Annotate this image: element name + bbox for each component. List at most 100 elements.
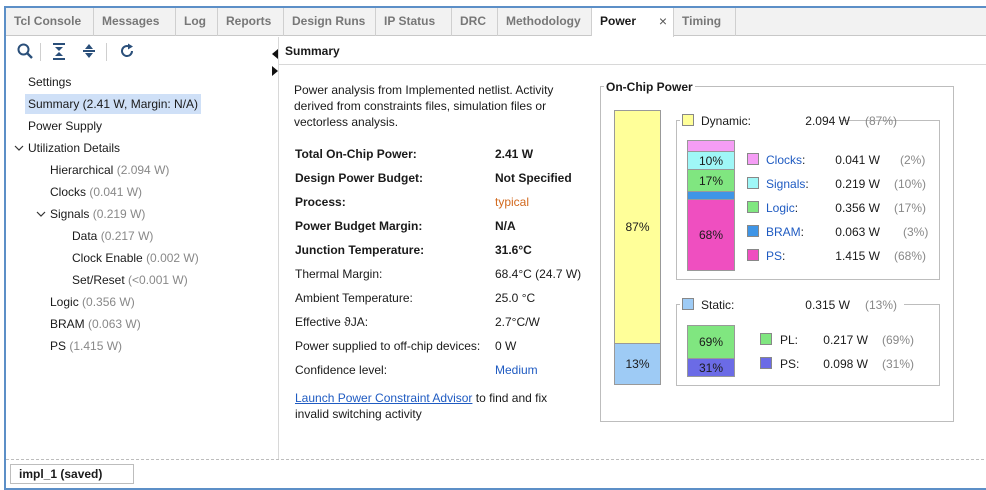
prop-label: Power supplied to off-chip devices:: [295, 339, 481, 353]
signals-value: 0.219 W: [835, 177, 880, 191]
confidence-level-link[interactable]: Medium: [495, 363, 538, 377]
tree-item-utilization-details[interactable]: Utilization Details: [28, 138, 120, 158]
bram-value: 0.063 W: [835, 225, 880, 239]
static-pl-label: PL:: [780, 333, 799, 347]
prop-value: 2.41 W: [495, 147, 534, 161]
bram-legend-swatch: [747, 225, 759, 237]
tree-item-value: (0.041 W): [89, 185, 143, 199]
tree-item-label: Clock Enable: [72, 251, 143, 265]
tree-item-settings[interactable]: Settings: [28, 72, 71, 92]
on-chip-power-title: On-Chip Power: [604, 80, 695, 94]
legend-separator: :: [794, 201, 799, 215]
run-status-tab[interactable]: impl_1 (saved): [10, 464, 134, 484]
tab-label: Power: [600, 14, 637, 28]
tab-tcl-console[interactable]: Tcl Console: [6, 8, 94, 36]
ps-segment: 68%: [688, 199, 734, 270]
tab-design-runs[interactable]: Design Runs: [284, 8, 376, 36]
ps-value: 1.415 W: [835, 249, 880, 263]
total-power-bar: 87% 13%: [614, 110, 661, 385]
logic-legend-swatch: [747, 201, 759, 213]
tab-reports[interactable]: Reports: [218, 8, 284, 36]
advisor-description: to find and fix invalid switching activi…: [295, 391, 548, 421]
logic-link[interactable]: Logic: [766, 201, 795, 215]
launch-power-constraint-advisor-link[interactable]: Launch Power Constraint Advisor: [295, 391, 473, 405]
tab-power[interactable]: Power ×: [592, 8, 674, 37]
tab-messages[interactable]: Messages: [94, 8, 176, 36]
tree-item-bram[interactable]: BRAM (0.063 W): [50, 314, 141, 334]
tree-item-label: Set/Reset: [72, 273, 125, 287]
static-ps-legend-swatch: [760, 357, 772, 369]
bram-segment: [688, 191, 734, 199]
tree-item-value: (1.415 W): [69, 339, 123, 353]
static-legend-swatch: [682, 298, 694, 310]
tree-item-hierarchical[interactable]: Hierarchical (2.094 W): [50, 160, 169, 180]
prop-value: 31.6°C: [495, 243, 532, 257]
tree-item-value: (2.094 W): [116, 163, 170, 177]
tree-item-ps[interactable]: PS (1.415 W): [50, 336, 122, 356]
chevron-down-icon[interactable]: [14, 143, 24, 153]
bram-link[interactable]: BRAM: [766, 225, 801, 239]
tree-item-clock-enable[interactable]: Clock Enable (0.002 W): [72, 248, 199, 268]
refresh-icon[interactable]: [118, 42, 136, 60]
tab-bar: Tcl Console Messages Log Reports Design …: [6, 8, 986, 37]
tree-item-label: Logic: [50, 295, 79, 309]
expand-right-icon[interactable]: [272, 66, 278, 76]
tab-label: Tcl Console: [14, 14, 82, 28]
tab-label: IP Status: [384, 14, 436, 28]
static-pl-segment: 69%: [688, 326, 734, 358]
signals-legend-swatch: [747, 177, 759, 189]
tree-item-summary[interactable]: Summary (2.41 W, Margin: N/A): [25, 94, 202, 114]
tab-timing[interactable]: Timing: [674, 8, 736, 36]
close-icon[interactable]: ×: [658, 13, 667, 29]
tree-item-power-supply[interactable]: Power Supply: [28, 116, 102, 136]
collapse-all-icon[interactable]: [50, 42, 68, 60]
ps-link[interactable]: PS: [766, 249, 783, 263]
summary-properties: Total On-Chip Power: 2.41 W Design Power …: [295, 144, 595, 384]
expand-all-icon[interactable]: [80, 42, 98, 60]
prop-label: Process:: [295, 195, 346, 209]
dynamic-value: 2.094 W: [805, 114, 850, 128]
tree-toolbar: [6, 37, 278, 67]
clocks-link[interactable]: Clocks: [766, 153, 803, 167]
section-header: Summary: [279, 37, 986, 65]
tab-drc[interactable]: DRC: [452, 8, 498, 36]
clocks-pct: (2%): [900, 153, 926, 167]
clocks-legend-swatch: [747, 153, 759, 165]
tree-item-clocks[interactable]: Clocks (0.041 W): [50, 182, 142, 202]
pane-splitter[interactable]: [278, 37, 279, 460]
tree-item-logic[interactable]: Logic (0.356 W): [50, 292, 135, 312]
static-header-mask: [680, 297, 904, 311]
prop-effective-theta-ja: Effective ϑJA: 2.7°C/W: [295, 312, 595, 332]
search-icon[interactable]: [16, 42, 34, 60]
chevron-down-icon[interactable]: [36, 209, 46, 219]
tree-item-label: PS: [50, 339, 67, 353]
legend-separator: :: [802, 153, 806, 167]
static-ps-pct: (31%): [882, 357, 915, 371]
dynamic-header-line: [906, 120, 936, 121]
collapse-left-icon[interactable]: [272, 49, 278, 59]
logic-value: 0.356 W: [835, 201, 880, 215]
tab-label: Messages: [102, 14, 160, 28]
clocks-segment: [688, 141, 734, 151]
tree-item-data[interactable]: Data (0.217 W): [72, 226, 153, 246]
tab-log[interactable]: Log: [176, 8, 218, 36]
tab-ip-status[interactable]: IP Status: [376, 8, 452, 36]
prop-total-on-chip-power: Total On-Chip Power: 2.41 W: [295, 144, 595, 164]
ps-legend-swatch: [747, 249, 759, 261]
tree-item-value: (0.356 W): [82, 295, 135, 309]
prop-value: 68.4°C (24.7 W): [495, 267, 582, 281]
signals-link[interactable]: Signals: [766, 177, 806, 191]
static-bar-segment: 13%: [615, 343, 660, 384]
prop-label: Effective ϑJA:: [295, 315, 369, 329]
prop-label: Design Power Budget:: [295, 171, 424, 185]
tab-methodology[interactable]: Methodology: [498, 8, 592, 36]
prop-value: 25.0 °C: [495, 291, 536, 305]
dynamic-label: Dynamic:: [701, 114, 752, 128]
tree-item-value: (0.002 W): [146, 251, 199, 265]
tree-item-set-reset[interactable]: Set/Reset (<0.001 W): [72, 270, 188, 290]
prop-ambient-temperature: Ambient Temperature: 25.0 °C: [295, 288, 595, 308]
tree-item-label: Power Supply: [28, 119, 103, 133]
tree-item-signals[interactable]: Signals (0.219 W): [50, 204, 145, 224]
summary-panel: Power analysis from Implemented netlist.…: [294, 82, 604, 130]
static-pl-pct: (69%): [882, 333, 915, 347]
